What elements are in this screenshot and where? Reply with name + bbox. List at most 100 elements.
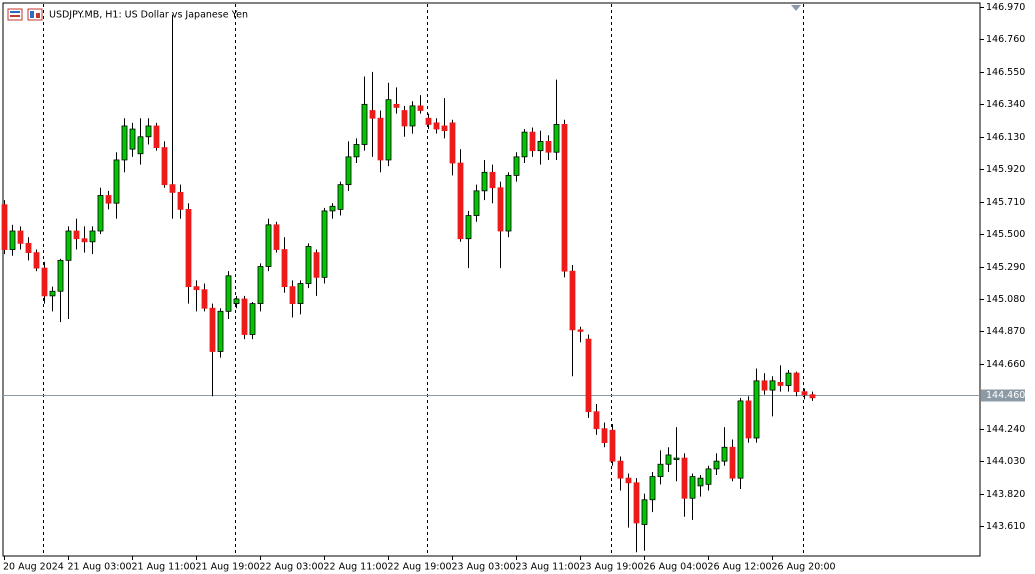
candle-body — [249, 303, 256, 335]
candle-body — [49, 290, 56, 297]
x-tick-label: 23 Aug 03:00 — [452, 562, 516, 573]
candle-body — [209, 307, 216, 352]
header-icons — [7, 8, 43, 21]
candle-body — [313, 252, 320, 278]
candle-body — [201, 289, 208, 309]
y-tick-label: 146.760 — [986, 34, 1025, 45]
candle-body — [97, 195, 104, 232]
y-tick-label: 146.970 — [986, 2, 1025, 13]
y-tick-label: 144.870 — [986, 326, 1025, 337]
candle-body — [777, 381, 784, 386]
candle-body — [737, 400, 744, 479]
candle-body — [9, 230, 16, 250]
y-tick-label: 144.660 — [986, 359, 1025, 370]
candle-body — [177, 191, 184, 210]
candle-body — [625, 477, 632, 484]
candle-body — [697, 477, 704, 487]
x-tick-label: 21 Aug 19:00 — [196, 562, 260, 573]
candle-body — [369, 110, 376, 119]
y-tick-label: 145.080 — [986, 294, 1025, 305]
x-tick-label: 21 Aug 11:00 — [132, 562, 196, 573]
y-tick-label: 143.610 — [986, 521, 1025, 532]
candle-body — [161, 147, 168, 186]
candle-body — [361, 103, 368, 145]
x-tick-label: 21 Aug 03:00 — [68, 562, 132, 573]
candle-body — [233, 298, 240, 304]
icon — [10, 15, 20, 17]
candle-body — [601, 428, 608, 444]
candle-body — [65, 230, 72, 261]
candle-body — [689, 476, 696, 499]
candle-body — [297, 283, 304, 304]
candle-body — [225, 275, 232, 312]
candle-body — [553, 124, 560, 153]
candle-body — [289, 286, 296, 304]
candle-body — [121, 125, 128, 161]
y-tick-label: 145.500 — [986, 229, 1025, 240]
candle-body — [393, 103, 400, 108]
candle-body — [809, 394, 816, 399]
y-tick-label: 146.130 — [986, 132, 1025, 143]
x-tick-label: 26 Aug 12:00 — [708, 562, 772, 573]
candle-body — [401, 110, 408, 127]
icon — [27, 8, 43, 21]
x-tick-label: 22 Aug 03:00 — [260, 562, 324, 573]
candle-body — [33, 252, 40, 269]
candle-body — [785, 372, 792, 386]
candle-body — [537, 141, 544, 152]
candle-body — [241, 298, 248, 335]
candle-body — [633, 482, 640, 524]
candle-body — [73, 230, 80, 240]
candle-body — [137, 136, 144, 155]
candle-body — [441, 125, 448, 131]
y-tick-label: 145.710 — [986, 197, 1025, 208]
y-tick-label: 145.290 — [986, 262, 1025, 273]
candle-body — [681, 457, 688, 499]
candle-body — [353, 144, 360, 158]
candle-body — [425, 117, 432, 125]
candle-body — [377, 117, 384, 161]
candle-body — [513, 156, 520, 176]
candle-body — [569, 270, 576, 331]
candle-body — [729, 446, 736, 479]
candle-body — [281, 249, 288, 288]
candle-body — [793, 372, 800, 393]
shift-marker — [791, 5, 801, 11]
candle-body — [105, 195, 112, 204]
candle-body — [665, 454, 672, 465]
candle-body — [185, 208, 192, 288]
icon — [36, 13, 40, 18]
candle-body — [585, 338, 592, 413]
candle-body — [745, 400, 752, 439]
y-tick-label: 146.340 — [986, 99, 1025, 110]
candle-body — [753, 380, 760, 439]
candle-body — [721, 446, 728, 462]
candle-body — [329, 205, 336, 212]
candle-body — [457, 162, 464, 240]
x-tick-label: 22 Aug 19:00 — [388, 562, 452, 573]
candle-body — [265, 224, 272, 267]
candle-body — [705, 468, 712, 485]
candle-body — [545, 141, 552, 153]
candle-body — [17, 230, 24, 244]
candle-body — [465, 215, 472, 240]
candle-body — [521, 131, 528, 158]
candle-body — [473, 190, 480, 216]
candle-body — [417, 105, 424, 111]
y-tick-label: 144.240 — [986, 424, 1025, 435]
candle-body — [129, 128, 136, 150]
candle-body — [593, 411, 600, 430]
candle-body — [657, 463, 664, 478]
candle-body — [25, 242, 32, 254]
x-tick-label: 22 Aug 11:00 — [324, 562, 388, 573]
candle-body — [321, 210, 328, 278]
candle-body — [609, 429, 616, 462]
candle-body — [1, 204, 8, 250]
y-tick-label: 143.820 — [986, 489, 1025, 500]
candle-body — [153, 125, 160, 148]
x-tick-label: 23 Aug 11:00 — [516, 562, 580, 573]
y-tick-label: 146.550 — [986, 67, 1025, 78]
last-price-label: 144.460 — [986, 390, 1025, 401]
plot-frame — [2, 2, 981, 557]
